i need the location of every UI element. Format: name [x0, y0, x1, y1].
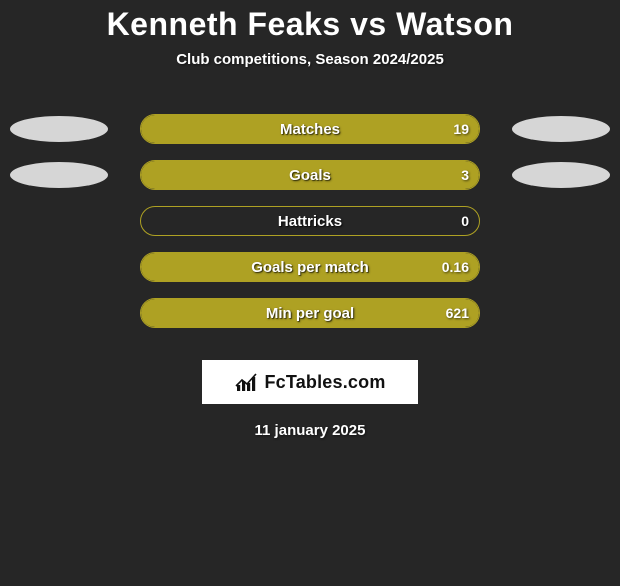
stat-label: Hattricks: [141, 213, 479, 230]
player-right-avatar: [512, 162, 610, 188]
stat-row: Goals per match0.16: [0, 244, 620, 290]
page-title: Kenneth Feaks vs Watson: [0, 6, 620, 43]
player-left-avatar: [10, 116, 108, 142]
page-subtitle: Club competitions, Season 2024/2025: [0, 51, 620, 68]
stat-bar-fill: [141, 253, 479, 281]
logo-text: FcTables.com: [264, 372, 385, 393]
stat-bar: Goals per match0.16: [140, 252, 480, 282]
stat-value: 0: [461, 213, 469, 229]
stat-row: Matches19: [0, 106, 620, 152]
stat-bar: Goals3: [140, 160, 480, 190]
stat-bar: Hattricks0: [140, 206, 480, 236]
stat-bar-fill: [141, 299, 479, 327]
footer-date: 11 january 2025: [0, 422, 620, 439]
stat-row: Hattricks0: [0, 198, 620, 244]
site-logo[interactable]: FcTables.com: [202, 360, 418, 404]
stat-row: Goals3: [0, 152, 620, 198]
player-right-avatar: [512, 116, 610, 142]
stat-bar: Matches19: [140, 114, 480, 144]
player-left-avatar: [10, 162, 108, 188]
stat-row: Min per goal621: [0, 290, 620, 336]
stat-bar-fill: [141, 115, 479, 143]
stat-bar-fill: [141, 161, 479, 189]
stat-bar: Min per goal621: [140, 298, 480, 328]
bar-chart-icon: [234, 371, 258, 393]
stats-container: Matches19 Goals3 Hattricks0 Goals per match…: [0, 106, 620, 336]
